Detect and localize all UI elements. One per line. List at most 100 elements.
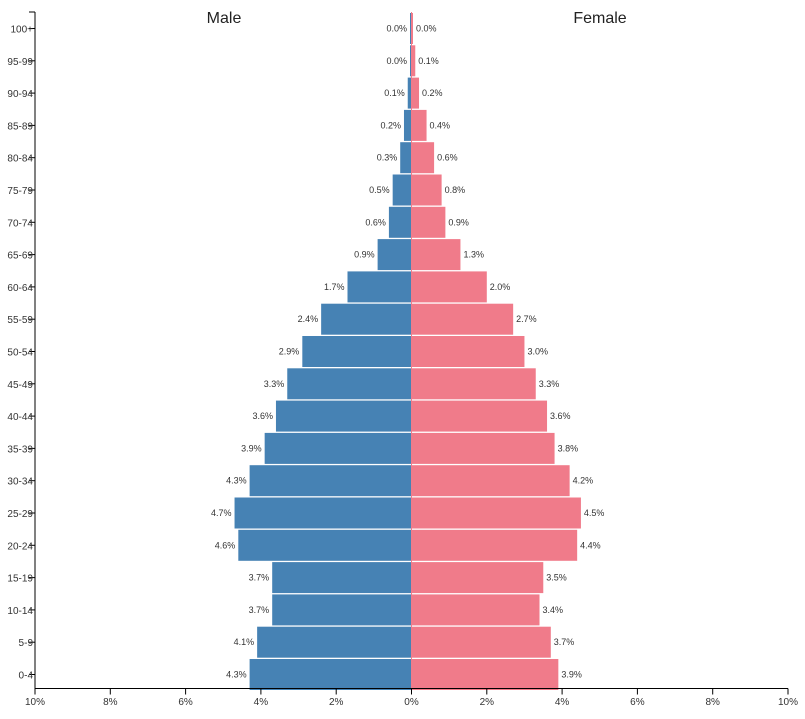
- y-tick-label: 85-89: [7, 121, 33, 132]
- female-bar-65-69: [411, 239, 461, 271]
- male-value-label: 3.7%: [249, 573, 270, 583]
- female-value-label: 3.7%: [554, 637, 575, 647]
- male-bar-80-84: [400, 142, 412, 174]
- male-value-label: 4.6%: [215, 540, 236, 550]
- female-value-label: 0.6%: [437, 153, 458, 163]
- male-value-label: 0.1%: [384, 88, 405, 98]
- female-bar-90-94: [411, 77, 420, 109]
- y-tick-label: 75-79: [7, 186, 33, 197]
- male-value-label: 0.2%: [380, 120, 401, 130]
- y-tick-label: 15-19: [7, 574, 33, 585]
- x-tick-label: 10%: [25, 697, 45, 708]
- female-bar-40-44: [411, 400, 548, 432]
- female-bar-0-4: [411, 659, 559, 690]
- female-bar-95-99: [411, 45, 416, 77]
- female-bar-25-29: [411, 497, 581, 529]
- male-bar-15-19: [272, 562, 412, 594]
- y-tick-label: 20-24: [7, 541, 33, 552]
- female-value-label: 3.5%: [546, 573, 567, 583]
- male-bar-0-4: [249, 659, 412, 690]
- y-tick-label: 50-54: [7, 348, 33, 359]
- male-bar-5-9: [257, 626, 412, 658]
- female-value-label: 0.9%: [448, 217, 469, 227]
- y-tick-label: 100+: [10, 25, 33, 36]
- female-bar-70-74: [411, 206, 446, 238]
- female-header: Female: [573, 10, 626, 27]
- y-tick-label: 70-74: [7, 218, 33, 229]
- female-value-label: 4.4%: [580, 540, 601, 550]
- y-tick-label: 0-4: [19, 671, 34, 682]
- y-tick-label: 5-9: [19, 638, 34, 649]
- female-value-label: 3.0%: [527, 347, 548, 357]
- female-bar-85-89: [411, 109, 427, 141]
- female-value-label: 0.1%: [418, 56, 439, 66]
- x-tick-label: 8%: [705, 697, 720, 708]
- male-bar-35-39: [264, 432, 412, 464]
- male-bar-50-54: [302, 336, 412, 367]
- male-header: Male: [207, 10, 242, 27]
- male-value-label: 3.6%: [252, 411, 273, 421]
- male-value-label: 3.9%: [241, 443, 262, 453]
- female-value-label: 0.4%: [430, 120, 451, 130]
- x-tick-label: 4%: [555, 697, 570, 708]
- male-value-label: 0.0%: [386, 56, 407, 66]
- female-value-label: 3.3%: [539, 379, 560, 389]
- bars-group: [234, 12, 581, 690]
- female-value-label: 3.6%: [550, 411, 571, 421]
- y-tick-label: 40-44: [7, 412, 33, 423]
- female-bar-20-24: [411, 529, 578, 561]
- y-tick-label: 25-29: [7, 509, 33, 520]
- male-value-label: 2.4%: [298, 314, 319, 324]
- y-tick-label: 80-84: [7, 154, 33, 165]
- male-value-label: 0.6%: [365, 217, 386, 227]
- male-bar-65-69: [377, 239, 412, 271]
- female-bar-5-9: [411, 626, 551, 658]
- male-value-label: 0.0%: [386, 24, 407, 34]
- female-value-label: 3.8%: [558, 443, 579, 453]
- x-tick-label: 2%: [329, 697, 344, 708]
- male-bar-25-29: [234, 497, 412, 529]
- male-bar-55-59: [321, 303, 412, 335]
- male-value-label: 0.3%: [377, 153, 398, 163]
- male-bar-70-74: [388, 206, 412, 238]
- male-value-label: 4.1%: [234, 637, 255, 647]
- female-value-label: 3.9%: [561, 670, 582, 680]
- x-tick-label: 0%: [404, 697, 419, 708]
- female-bar-10-14: [411, 594, 540, 626]
- male-value-label: 3.7%: [249, 605, 270, 615]
- y-tick-label: 60-64: [7, 283, 33, 294]
- female-bar-100+: [411, 13, 413, 44]
- x-tick-label: 6%: [630, 697, 645, 708]
- female-bar-80-84: [411, 142, 435, 174]
- x-tick-label: 8%: [103, 697, 118, 708]
- x-tick-label: 4%: [254, 697, 269, 708]
- female-bar-55-59: [411, 303, 514, 335]
- female-value-label: 3.4%: [543, 605, 564, 615]
- bar-labels-group: 4.3% 3.9% 4.1% 3.7% 3.7% 3.4% 3.7% 3.5% 4.6% 4.4%…: [211, 24, 604, 680]
- male-bar-85-89: [403, 109, 412, 141]
- y-tick-label: 55-59: [7, 315, 33, 326]
- male-bar-10-14: [272, 594, 412, 626]
- female-bar-30-34: [411, 465, 570, 497]
- y-tick-label: 10-14: [7, 606, 33, 617]
- male-bar-100+: [410, 13, 412, 44]
- y-axis: 0-4 5-9 10-14 15-19 20-24 25-29 30-34 35-39 40-4…: [7, 11, 36, 689]
- female-value-label: 0.0%: [416, 24, 437, 34]
- male-bar-20-24: [238, 529, 412, 561]
- female-value-label: 1.3%: [463, 250, 484, 260]
- y-tick-label: 90-94: [7, 89, 33, 100]
- female-value-label: 2.0%: [490, 282, 511, 292]
- male-bar-95-99: [410, 45, 412, 77]
- male-bar-90-94: [407, 77, 412, 109]
- male-bar-30-34: [249, 465, 412, 497]
- male-bar-75-79: [392, 174, 412, 206]
- female-bar-45-49: [411, 368, 536, 400]
- y-tick-label: 65-69: [7, 251, 33, 262]
- male-bar-40-44: [275, 400, 412, 432]
- x-axis: 10% 8% 6% 4% 2% 0% 2% 4% 6% 8% 10%: [25, 688, 798, 708]
- y-tick-label: 35-39: [7, 444, 33, 455]
- female-value-label: 4.2%: [573, 476, 594, 486]
- x-tick-label: 10%: [778, 697, 798, 708]
- male-value-label: 0.5%: [369, 185, 390, 195]
